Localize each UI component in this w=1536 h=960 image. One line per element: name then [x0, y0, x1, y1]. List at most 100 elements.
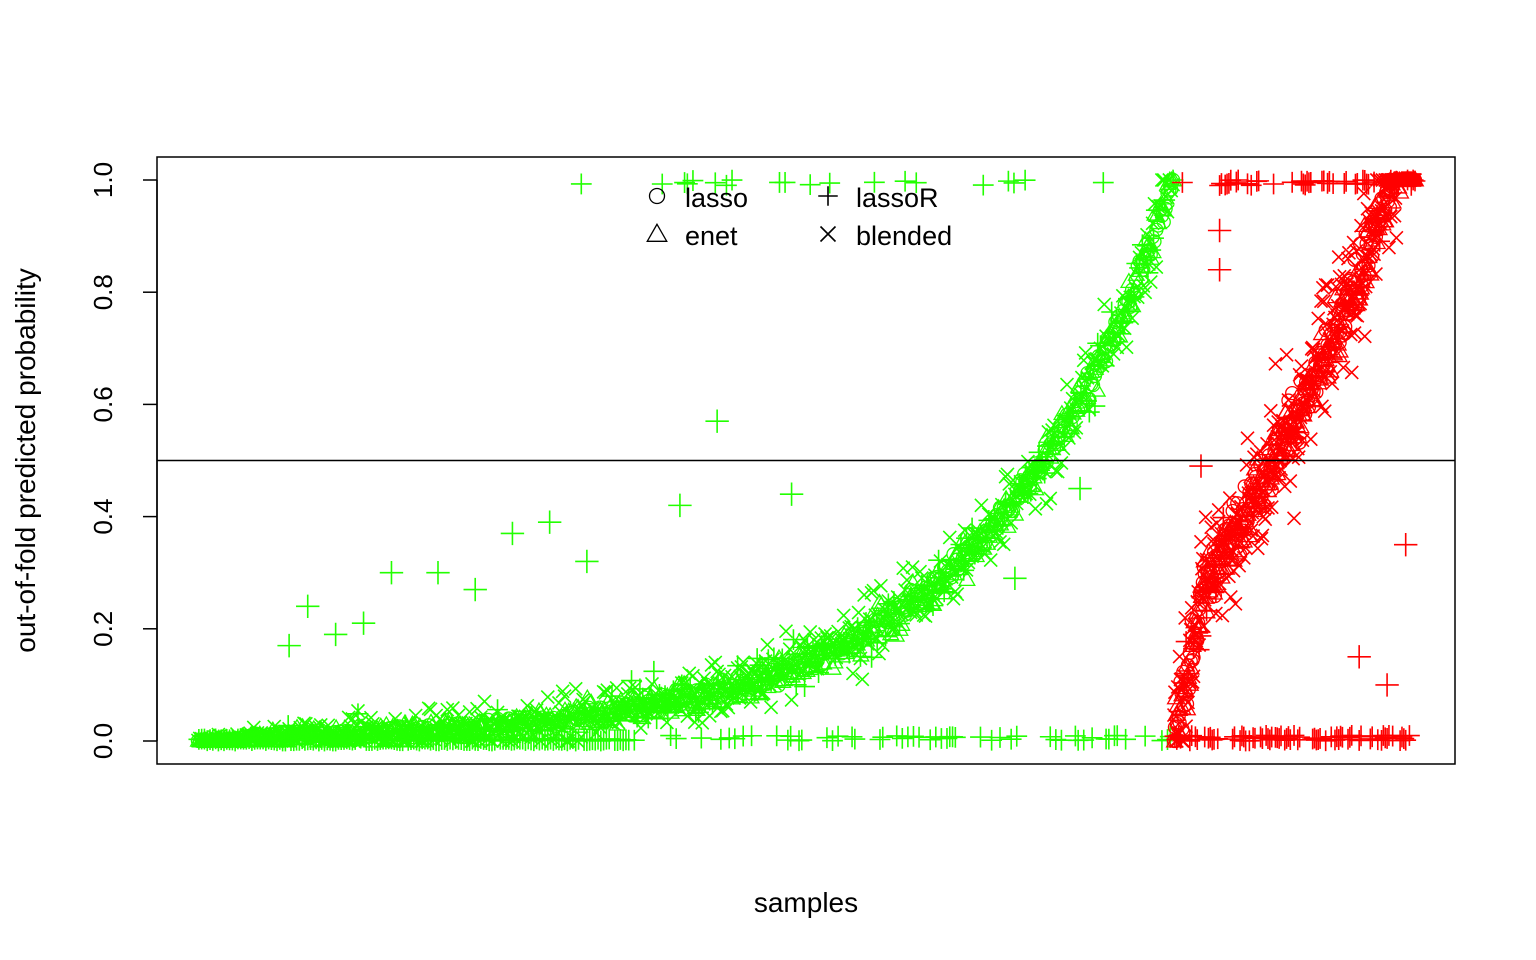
- point-enet: [1026, 479, 1045, 496]
- point-enet: [1328, 326, 1347, 343]
- point-lassoR: [944, 726, 966, 748]
- point-lassoR-outlier: [1207, 258, 1232, 282]
- point-lasso: [1191, 615, 1206, 631]
- point-lassoR-outlier: [668, 493, 692, 518]
- point-blended: [1238, 540, 1253, 555]
- point-blended: [803, 624, 818, 640]
- point-lasso: [996, 500, 1011, 515]
- point-blended: [899, 572, 915, 588]
- point-lassoR: [919, 729, 941, 751]
- point-lassoR: [621, 670, 642, 691]
- point-lassoR: [1034, 462, 1056, 484]
- point-blended: [1357, 329, 1372, 344]
- point-lassoR: [891, 728, 913, 749]
- point-blended: [1353, 296, 1368, 311]
- point-lassoR-outlier: [277, 633, 301, 658]
- point-blended: [1028, 501, 1043, 516]
- point-enet: [1306, 391, 1324, 408]
- point-enet: [1384, 192, 1403, 209]
- point-blended: [1325, 376, 1340, 391]
- point-lassoR-outlier: [463, 577, 487, 602]
- point-lasso: [1332, 335, 1347, 350]
- point-enet: [814, 653, 833, 670]
- point-lassoR-outlier: [426, 561, 450, 585]
- point-blended: [1387, 208, 1402, 223]
- point-blended: [557, 689, 572, 704]
- point-enet: [662, 703, 681, 719]
- point-lassoR: [819, 172, 841, 194]
- point-lassoR: [1188, 639, 1210, 661]
- point-lassoR: [794, 676, 816, 697]
- point-blended: [1389, 230, 1404, 245]
- point-blended: [866, 583, 881, 598]
- point-enet: [1391, 183, 1410, 199]
- point-blended: [1143, 275, 1158, 290]
- point-lassoR-outlier: [351, 611, 376, 635]
- point-blended: [983, 552, 998, 568]
- point-blended: [1279, 347, 1294, 362]
- point-lassoR: [850, 646, 871, 667]
- point-blended: [1263, 403, 1278, 418]
- point-blended: [1381, 240, 1397, 255]
- point-blended: [871, 646, 887, 661]
- point-blended: [989, 525, 1004, 540]
- point-blended: [1317, 404, 1332, 419]
- point-blended: [1215, 608, 1230, 623]
- point-lasso: [1085, 377, 1101, 393]
- point-blended: [836, 608, 851, 623]
- point-blended: [1294, 358, 1309, 374]
- point-enet: [1292, 417, 1310, 434]
- point-enet: [1325, 344, 1344, 361]
- point-lassoR: [676, 173, 698, 195]
- point-lassoR: [623, 729, 645, 751]
- point-lassoR-outlier: [537, 510, 562, 534]
- point-blended: [1358, 279, 1373, 294]
- legend-cross-icon: [819, 225, 837, 243]
- point-lassoR: [970, 726, 991, 748]
- point-lassoR: [1399, 725, 1420, 746]
- point-blended: [1313, 294, 1329, 309]
- point-lassoR: [1237, 173, 1258, 195]
- point-blended: [1272, 470, 1287, 485]
- point-lassoR: [1369, 230, 1391, 252]
- point-lasso: [1183, 653, 1198, 669]
- point-enet: [833, 646, 852, 663]
- point-lasso: [1258, 498, 1273, 513]
- point-lasso: [1337, 325, 1352, 341]
- point-blended: [756, 686, 771, 701]
- y-axis-label: out-of-fold predicted probability: [10, 268, 41, 652]
- point-lassoR: [1393, 728, 1415, 749]
- point-blended: [702, 708, 717, 723]
- point-blended: [1311, 311, 1326, 326]
- point-blended: [1264, 500, 1279, 515]
- point-blended: [713, 704, 728, 719]
- point-blended: [1368, 267, 1383, 282]
- point-blended: [1305, 340, 1320, 355]
- point-lassoR: [783, 629, 804, 650]
- y-tick-label: 0.4: [88, 499, 118, 535]
- point-lassoR: [1181, 725, 1203, 747]
- point-lassoR: [716, 174, 737, 196]
- point-lassoR-outlier: [1003, 566, 1027, 591]
- y-tick-label: 0.8: [88, 274, 118, 310]
- point-blended: [873, 578, 888, 593]
- point-lassoR: [1287, 729, 1309, 751]
- point-enet: [958, 570, 976, 587]
- point-lassoR: [660, 725, 682, 746]
- y-tick-label: 0.6: [88, 386, 118, 422]
- point-blended: [844, 619, 859, 634]
- point-lassoR: [1294, 174, 1316, 196]
- point-lassoR: [1162, 169, 1184, 191]
- point-blended: [1260, 500, 1276, 516]
- point-blended: [1050, 464, 1065, 479]
- point-lassoR: [1248, 170, 1270, 192]
- point-blended: [1268, 356, 1283, 371]
- point-lassoR: [1227, 169, 1249, 191]
- point-lassoR: [1361, 726, 1383, 748]
- point-blended: [1209, 516, 1224, 531]
- point-lasso: [864, 626, 879, 641]
- point-blended: [1347, 326, 1362, 341]
- point-lassoR: [1335, 170, 1357, 192]
- point-lassoR: [1073, 729, 1095, 751]
- point-lasso: [1147, 234, 1162, 249]
